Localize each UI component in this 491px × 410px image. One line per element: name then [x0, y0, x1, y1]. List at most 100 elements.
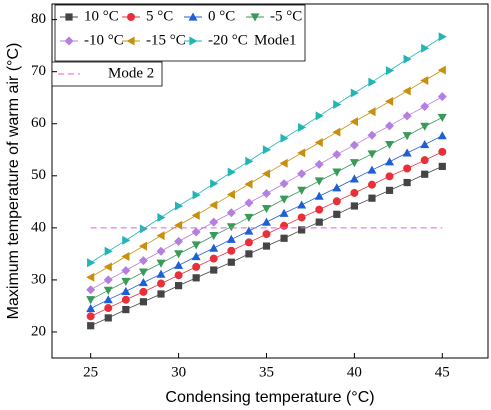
- data-point: [420, 156, 429, 165]
- data-point: [332, 168, 342, 177]
- data-point: [279, 158, 288, 168]
- data-point: [314, 177, 324, 186]
- data-point: [368, 77, 377, 87]
- data-point: [244, 179, 253, 189]
- data-point: [192, 190, 201, 200]
- data-point: [367, 165, 377, 174]
- data-point: [403, 54, 412, 64]
- data-point: [209, 232, 219, 241]
- data-point: [226, 234, 236, 243]
- legend-marker: [189, 36, 198, 46]
- data-point: [402, 111, 412, 121]
- data-point: [138, 256, 148, 266]
- y-tick-label: 20: [31, 323, 46, 339]
- data-point: [156, 259, 166, 268]
- x-tick-label: 40: [347, 364, 362, 380]
- data-point: [192, 262, 201, 271]
- data-point: [174, 282, 183, 290]
- data-point: [437, 131, 447, 140]
- data-point: [279, 208, 289, 217]
- data-point: [385, 140, 395, 150]
- y-tick-label: 40: [31, 219, 46, 235]
- legend-label: Mode 2: [108, 65, 154, 81]
- x-tick-label: 45: [435, 364, 450, 380]
- data-point: [174, 250, 184, 259]
- data-point: [121, 295, 130, 304]
- data-point: [280, 221, 289, 230]
- legend-marker: [188, 12, 198, 21]
- data-point: [227, 167, 236, 177]
- data-point: [297, 186, 307, 195]
- data-point: [138, 241, 148, 251]
- data-point: [104, 246, 113, 256]
- data-point: [86, 312, 95, 321]
- data-point: [297, 148, 306, 158]
- data-point: [385, 96, 394, 106]
- legend-marker: [65, 13, 73, 21]
- data-point: [209, 200, 218, 210]
- data-point: [315, 205, 324, 214]
- data-point: [402, 86, 411, 96]
- data-point: [245, 156, 254, 166]
- data-point: [332, 149, 342, 159]
- data-point: [367, 150, 377, 159]
- data-point: [261, 169, 271, 179]
- data-point: [298, 122, 307, 132]
- data-point: [350, 88, 359, 98]
- data-point: [191, 210, 200, 220]
- data-point: [437, 92, 447, 102]
- data-point: [174, 220, 183, 230]
- data-point: [385, 157, 395, 166]
- data-point: [139, 224, 148, 234]
- data-point: [333, 210, 341, 218]
- data-point: [103, 286, 113, 295]
- legend-label: -15 °C: [146, 32, 186, 48]
- data-point: [367, 107, 376, 117]
- data-point: [157, 290, 165, 298]
- data-point: [227, 246, 236, 255]
- data-point: [332, 197, 341, 206]
- data-point: [122, 305, 130, 314]
- legend-box: [54, 4, 306, 62]
- data-point: [332, 127, 341, 137]
- data-point: [297, 213, 306, 222]
- data-point: [191, 241, 201, 250]
- data-point: [210, 179, 219, 189]
- data-point: [297, 169, 307, 179]
- data-point: [332, 183, 342, 192]
- data-point: [121, 277, 131, 286]
- data-point: [297, 200, 307, 209]
- data-point: [368, 194, 376, 202]
- data-point: [227, 258, 235, 266]
- data-point: [350, 188, 359, 197]
- data-point: [209, 217, 219, 227]
- data-point: [350, 202, 358, 210]
- data-point: [103, 275, 113, 285]
- data-point: [437, 113, 447, 122]
- data-point: [437, 65, 446, 75]
- data-point: [280, 133, 289, 143]
- data-point: [104, 314, 112, 322]
- data-point: [279, 179, 289, 189]
- legend-marker: [126, 36, 135, 46]
- data-point: [420, 140, 430, 149]
- y-tick-label: 70: [31, 63, 46, 79]
- data-point: [420, 76, 429, 86]
- data-point: [403, 178, 411, 187]
- data-point: [244, 213, 254, 222]
- data-point: [261, 188, 271, 198]
- data-point: [191, 251, 201, 261]
- legend-label: -20 °C: [208, 32, 248, 48]
- data-point: [262, 230, 271, 239]
- data-point: [385, 121, 395, 131]
- data-point: [314, 137, 323, 147]
- x-tick-label: 30: [171, 364, 186, 380]
- data-point: [385, 172, 394, 181]
- data-point: [86, 304, 96, 313]
- data-point: [262, 145, 271, 155]
- data-point: [104, 304, 113, 313]
- data-point: [139, 287, 148, 296]
- legend-group-label: Mode1: [254, 32, 297, 48]
- legend-label: 0 °C: [208, 8, 235, 24]
- data-point: [174, 201, 184, 211]
